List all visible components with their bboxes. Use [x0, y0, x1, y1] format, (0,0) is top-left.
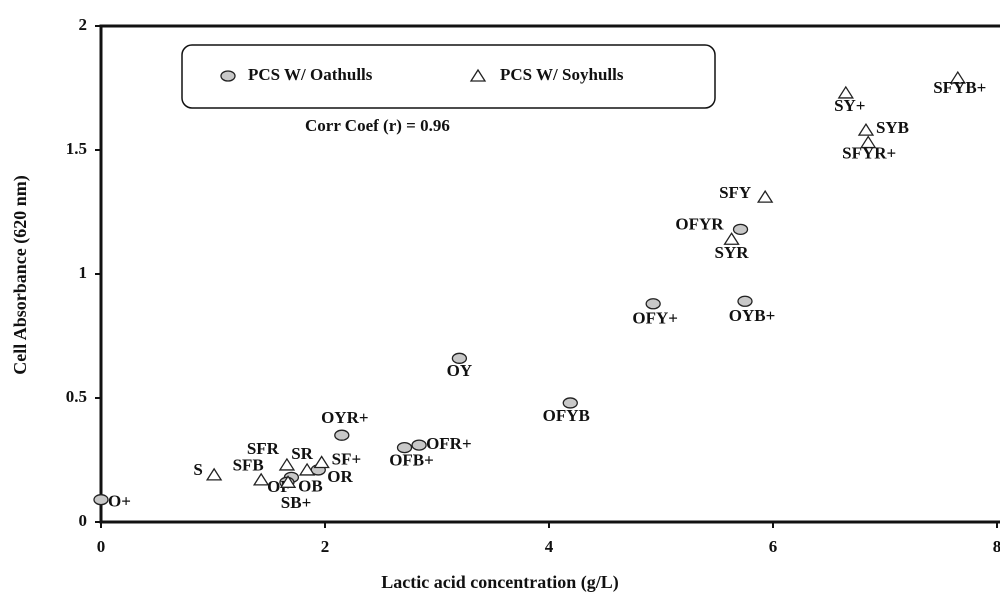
x-tick-label: 4: [545, 537, 554, 556]
point-label: OFY+: [632, 309, 678, 328]
point-label: OFB+: [389, 451, 434, 470]
legend-marker: [469, 68, 487, 82]
point: [93, 494, 109, 506]
point-label: S: [193, 460, 202, 479]
point-label: SF+: [332, 449, 362, 468]
y-tick-label: 2: [79, 15, 88, 34]
point: [411, 439, 427, 451]
point-label: OFR+: [426, 434, 472, 453]
point-label: SYR: [715, 243, 750, 262]
point: [949, 70, 966, 84]
point-label: SR: [291, 444, 313, 463]
legend-label: PCS W/ Soyhulls: [500, 65, 624, 84]
point: [723, 232, 740, 245]
point-label: SFYR+: [842, 143, 896, 162]
point-label: SFYB+: [933, 78, 986, 97]
point-label: SYB: [876, 118, 909, 137]
point-label: OFYB: [543, 406, 590, 425]
point-label: SY+: [834, 96, 865, 115]
x-axis-title: Lactic acid concentration (g/L): [381, 572, 618, 593]
y-tick-label: 1.5: [66, 139, 87, 158]
point-label: OFYR: [675, 214, 724, 233]
point-label: OYR+: [321, 408, 368, 427]
point: [396, 441, 413, 454]
point: [737, 295, 753, 307]
point: [451, 352, 468, 364]
point: [860, 135, 877, 149]
point: [298, 462, 316, 476]
point: [278, 457, 296, 471]
point: [857, 122, 875, 136]
point: [252, 472, 270, 486]
point: [279, 475, 297, 488]
point-label: SB+: [281, 493, 311, 512]
point: [313, 455, 330, 469]
y-tick-label: 1: [79, 263, 88, 282]
point-label: OR: [327, 467, 353, 486]
point: [562, 397, 578, 409]
x-tick-label: 0: [97, 537, 106, 556]
point-label: SFB: [233, 456, 264, 475]
point-label: SFR: [247, 439, 280, 458]
y-axis-title: Cell Absorbance (620 nm): [10, 175, 31, 375]
point: [756, 189, 774, 203]
legend-label: PCS W/ Oathulls: [248, 65, 373, 84]
legend-marker: [220, 70, 236, 82]
x-tick-label: 2: [321, 537, 330, 556]
point-label: OYB+: [729, 306, 776, 325]
annotation: Corr Coef (r) = 0.96: [305, 116, 450, 135]
point-label: O+: [108, 492, 131, 511]
point: [205, 467, 223, 481]
point-label: OY: [447, 361, 473, 380]
point-label: OB: [298, 476, 323, 495]
y-tick-label: 0: [79, 511, 88, 530]
point: [645, 298, 661, 310]
point-label: SFY: [719, 183, 751, 202]
point: [334, 429, 350, 441]
y-tick-label: 0.5: [66, 387, 87, 406]
legend-box: [181, 44, 716, 109]
x-tick-label: 8: [993, 537, 1000, 556]
point: [732, 223, 749, 236]
point: [837, 85, 854, 99]
x-tick-label: 6: [769, 537, 778, 556]
